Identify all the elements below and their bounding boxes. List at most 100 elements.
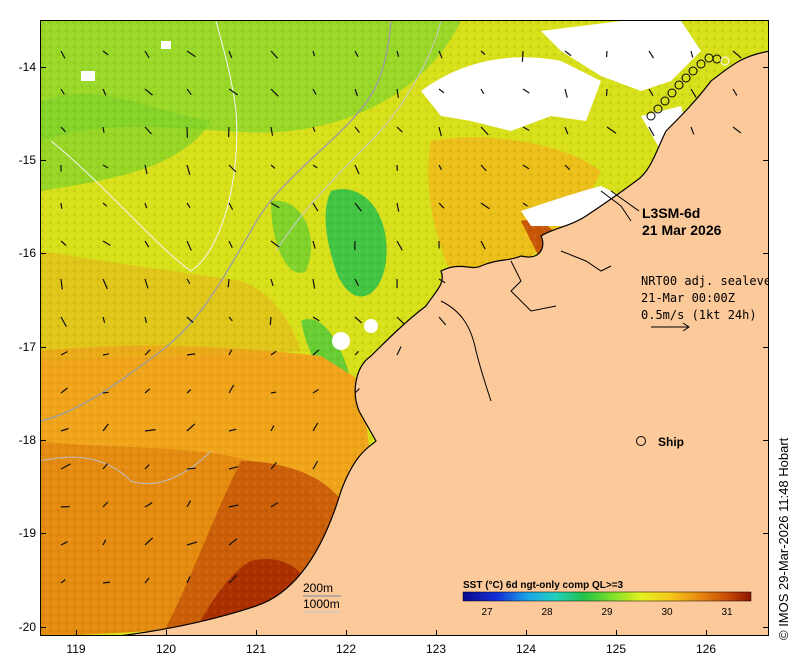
lat-tick-mark [763,66,769,68]
current-vector [312,88,317,95]
current-vector [564,50,572,57]
lat-tick-label: -16 [18,246,36,261]
current-vector [186,278,191,285]
current-vector [522,88,530,94]
lon-tick-mark [526,630,527,636]
current-vector [270,462,277,470]
lat-tick-mark [763,626,769,628]
contour-200m-label: 200m [303,581,333,595]
current-vector [312,460,319,470]
current-vector [228,88,239,96]
lon-tick-mark [166,630,167,636]
current-vector [648,88,654,97]
lon-tick-label: 124 [515,642,537,656]
current-vector [270,164,276,169]
lon-tick-mark [706,630,707,636]
lat-tick-label: -18 [18,433,36,447]
current-vector [228,428,237,432]
lat-tick-mark [40,440,46,441]
current-vector [102,202,108,207]
current-vector [354,202,362,212]
lat-tick-mark [40,66,46,68]
current-vector [480,240,486,250]
current-vector [312,349,320,356]
lat-tick-label: -20 [18,619,36,634]
current-vector [102,50,109,56]
current-vector [60,351,68,356]
contour-1000m-label: 1000m [303,597,340,611]
current-vector [480,50,486,55]
lat-tick-mark [763,440,769,441]
current-vector [438,50,443,59]
current-vector [228,202,234,210]
current-vector [102,240,111,246]
current-vector [228,316,233,322]
current-vector [648,126,655,137]
current-vector [270,202,280,209]
current-vector [354,278,360,287]
colorbar-tick-label: 29 [601,607,613,618]
current-vector [186,389,192,394]
current-vector [270,502,279,508]
current-vector [354,350,360,356]
current-vector [102,126,105,133]
current-vector [102,278,108,290]
current-vector [60,541,68,546]
lat-tick-mark [763,346,769,348]
current-vector [186,467,196,470]
current-vector [144,502,153,508]
current-vector [732,126,742,134]
current-vector [144,388,151,394]
current-vector [606,126,617,134]
current-vector [228,466,239,470]
current-vector [270,88,279,97]
lat-tick-label: -15 [18,153,36,167]
current-vector [396,88,399,98]
current-info-line3: 0.5m/s (1kt 24h) [641,308,757,322]
lon-tick-mark [616,630,617,636]
current-vector [144,349,151,356]
lat-tick-mark [40,626,46,628]
current-vector [438,164,442,170]
lon-tick-label: 119 [66,642,86,656]
current-vector [312,50,316,57]
current-vector [564,126,569,135]
current-vector [270,126,274,136]
colorbar-tick-label: 27 [481,607,493,618]
current-info-line1: NRT00 adj. sealevel [641,274,769,288]
current-vector [227,278,230,288]
current-vector [186,50,196,58]
current-vector [438,278,446,284]
current-vector [186,240,192,251]
current-vector [396,346,402,356]
lon-tick-label: 122 [335,642,357,656]
product-title: L3SM-6d [642,205,700,221]
lat-tick-mark [40,253,46,255]
current-vector [522,202,528,207]
current-vector [396,50,400,57]
current-vector [438,316,447,326]
current-vector [186,353,196,356]
current-vector [186,88,192,96]
current-vector [228,504,239,508]
sst-map[interactable]: L3SM-6d 21 Mar 2026 NRT00 adj. sealevel … [40,20,769,636]
current-vector [144,464,150,470]
product-date: 21 Mar 2026 [642,222,722,238]
lat-tick-label: -19 [18,526,36,541]
lon-tick-label: 120 [155,642,177,656]
current-vector [396,126,403,133]
current-vector [564,164,571,171]
current-vector [354,50,359,57]
current-vector [144,240,150,248]
current-vector [186,423,196,432]
current-vector [60,202,63,209]
current-vector [312,316,320,322]
current-vector [522,126,530,132]
current-vector [270,50,278,59]
current-vector [732,88,738,96]
lon-tick-mark [346,630,347,636]
lat-tick-mark [763,160,769,161]
current-vector [102,164,109,169]
lat-tick-mark [40,160,46,161]
current-vector [690,126,695,135]
